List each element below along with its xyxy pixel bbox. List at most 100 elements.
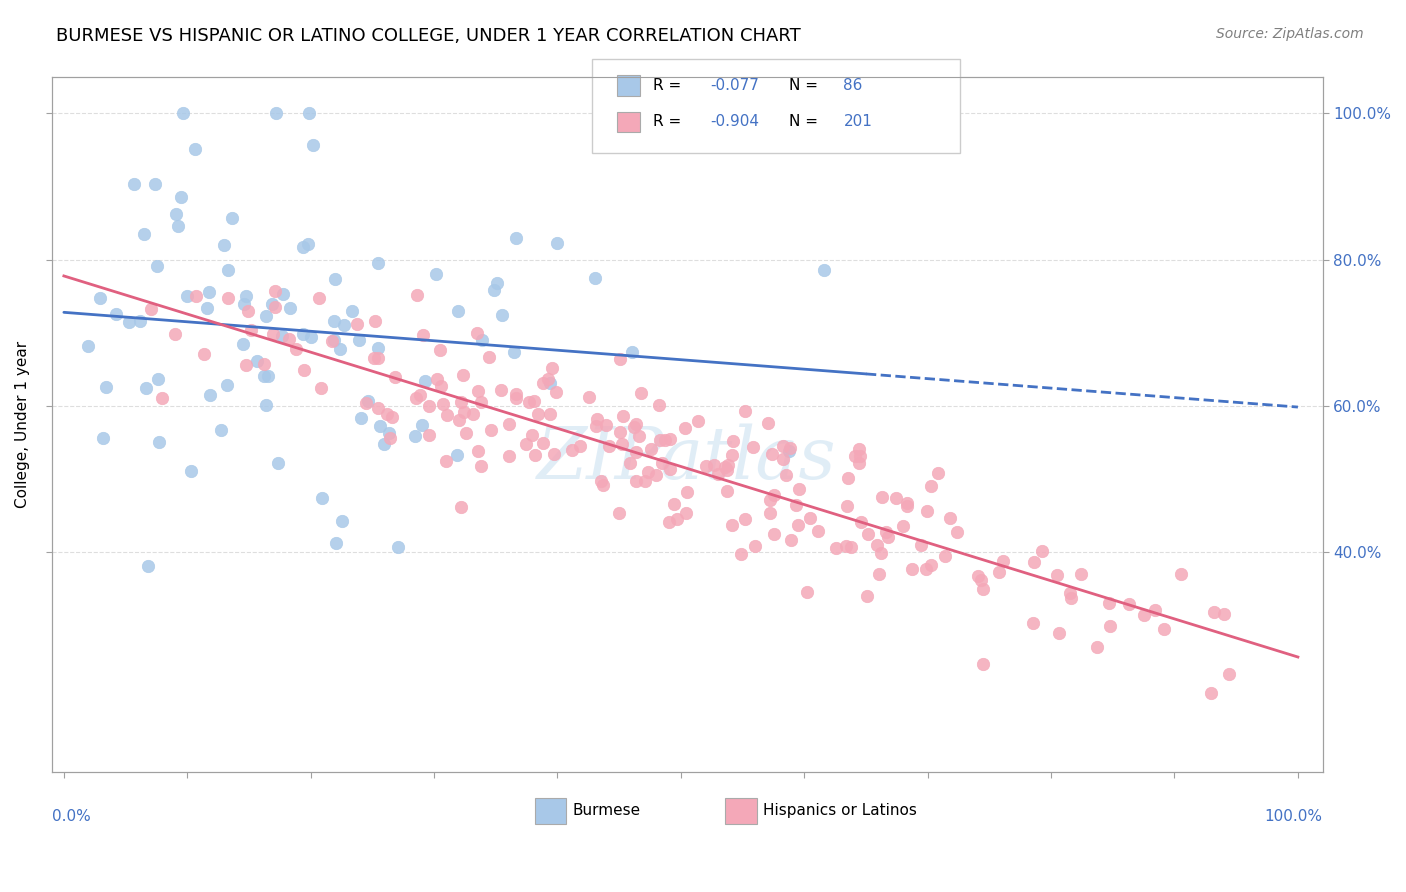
FancyBboxPatch shape: [592, 60, 960, 153]
Point: [640, 442, 662, 456]
Point: [763, 488, 786, 502]
Point: [450, 394, 472, 409]
Point: [411, 417, 433, 432]
Point: [915, 504, 938, 518]
Point: [896, 496, 918, 510]
Point: [322, 314, 344, 328]
Point: [891, 519, 914, 533]
Point: [662, 497, 685, 511]
Point: [1046, 567, 1069, 582]
Point: [254, 310, 277, 324]
Point: [277, 332, 299, 346]
Point: [872, 490, 894, 504]
Point: [292, 363, 315, 377]
Point: [271, 287, 294, 301]
Point: [150, 391, 173, 405]
Point: [408, 388, 430, 402]
Point: [1097, 597, 1119, 611]
Point: [454, 425, 477, 440]
Point: [323, 333, 346, 347]
Point: [686, 414, 709, 428]
Text: R =: R =: [652, 78, 686, 93]
Point: [432, 396, 454, 410]
Point: [648, 433, 671, 447]
Point: [844, 449, 866, 463]
Point: [184, 288, 207, 302]
Point: [384, 370, 406, 384]
Point: [591, 474, 613, 488]
Point: [436, 409, 458, 423]
Point: [118, 316, 141, 330]
Point: [592, 478, 614, 492]
Point: [453, 368, 475, 383]
Text: 201: 201: [844, 114, 872, 129]
Point: [301, 138, 323, 153]
Point: [1212, 607, 1234, 622]
Point: [612, 409, 634, 423]
Point: [813, 263, 835, 277]
Point: [180, 464, 202, 478]
Point: [166, 219, 188, 233]
Point: [184, 142, 207, 156]
Point: [634, 475, 657, 489]
Point: [1047, 625, 1070, 640]
Point: [357, 394, 380, 409]
Point: [637, 465, 659, 479]
Point: [299, 330, 322, 344]
Text: BURMESE VS HISPANIC OR LATINO COLLEGE, UNDER 1 YEAR CORRELATION CHART: BURMESE VS HISPANIC OR LATINO COLLEGE, U…: [56, 27, 801, 45]
Point: [546, 236, 568, 251]
Point: [193, 347, 215, 361]
Point: [987, 565, 1010, 579]
Point: [621, 344, 644, 359]
Point: [780, 533, 803, 548]
Point: [172, 106, 194, 120]
Point: [254, 398, 277, 412]
FancyBboxPatch shape: [534, 797, 567, 824]
Point: [491, 308, 513, 322]
Point: [333, 318, 356, 332]
Point: [252, 357, 274, 371]
Point: [787, 483, 810, 497]
Point: [851, 515, 873, 529]
Point: [479, 423, 502, 437]
Point: [321, 334, 343, 348]
Point: [76, 339, 98, 353]
Point: [329, 342, 352, 356]
Point: [323, 271, 346, 285]
FancyBboxPatch shape: [617, 112, 640, 132]
Point: [742, 440, 765, 454]
Point: [578, 390, 600, 404]
Point: [610, 437, 633, 451]
Point: [198, 388, 221, 402]
Point: [340, 303, 363, 318]
Point: [778, 444, 800, 458]
Point: [143, 178, 166, 192]
Point: [658, 515, 681, 529]
Point: [136, 558, 159, 573]
Point: [1070, 567, 1092, 582]
Point: [734, 512, 756, 526]
Point: [491, 384, 513, 398]
Point: [877, 530, 900, 544]
Point: [1153, 622, 1175, 636]
Point: [624, 475, 647, 489]
Point: [520, 428, 543, 442]
Point: [446, 448, 468, 462]
Point: [297, 237, 319, 252]
Point: [900, 561, 922, 575]
Point: [744, 539, 766, 553]
Text: Burmese: Burmese: [572, 804, 641, 818]
Point: [1087, 640, 1109, 654]
Point: [716, 463, 738, 477]
Point: [993, 553, 1015, 567]
Point: [505, 231, 527, 245]
Point: [720, 518, 742, 533]
Point: [1170, 566, 1192, 581]
Point: [148, 435, 170, 450]
Point: [354, 396, 377, 410]
Point: [658, 462, 681, 476]
Point: [195, 301, 218, 316]
Point: [543, 447, 565, 461]
Point: [537, 372, 560, 386]
Point: [786, 517, 808, 532]
